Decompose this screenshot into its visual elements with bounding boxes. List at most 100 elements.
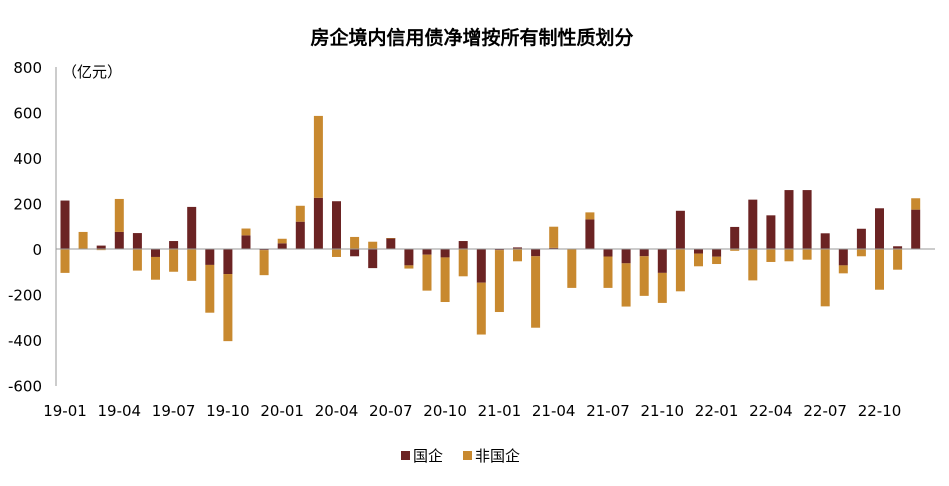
bar-non-soe-19-01 [60, 249, 70, 273]
y-tick-label: 800 [13, 59, 42, 77]
bar-soe-21-12 [694, 249, 703, 254]
bar-soe-20-02 [295, 221, 305, 249]
bar-soe-22-07 [820, 233, 830, 249]
bar-soe-22-10 [875, 208, 884, 249]
bar-non-soe-22-12 [911, 198, 921, 210]
x-tick-label: 22-10 [858, 402, 902, 420]
bar-soe-21-11 [675, 210, 685, 249]
y-tick-label: 400 [13, 150, 42, 168]
bar-non-soe-22-05 [784, 249, 794, 262]
bar-soe-19-09 [205, 249, 215, 265]
bar-soe-19-11 [241, 235, 251, 249]
bar-non-soe-19-08 [187, 249, 197, 281]
bar-soe-22-09 [856, 228, 866, 249]
bar-non-soe-22-04 [766, 249, 776, 262]
bar-non-soe-22-01 [712, 256, 722, 265]
y-tick-label: -400 [8, 332, 42, 350]
bar-non-soe-19-10 [223, 274, 233, 342]
bar-soe-21-10 [657, 249, 667, 273]
bar-soe-22-03 [748, 199, 758, 249]
bar-non-soe-19-06 [151, 256, 160, 280]
bar-non-soe-21-06 [585, 212, 595, 220]
bar-soe-22-05 [784, 190, 794, 249]
x-tick-label: 22-07 [803, 402, 847, 420]
bar-soe-21-09 [639, 249, 649, 257]
bar-soe-22-02 [730, 226, 740, 249]
bar-soe-19-12 [259, 249, 269, 251]
x-tick-label: 20-10 [423, 402, 467, 420]
bar-non-soe-19-04 [114, 198, 124, 232]
y-tick-label: -200 [8, 287, 42, 305]
x-tick-label: 21-01 [478, 402, 522, 420]
bar-soe-22-11 [893, 246, 903, 249]
bar-soe-20-09 [422, 249, 432, 255]
bar-soe-21-06 [585, 219, 595, 249]
legend-label-non-soe: 非国企 [475, 447, 520, 465]
bar-soe-20-07 [386, 238, 396, 249]
x-tick-label: 22-01 [695, 402, 739, 420]
bar-non-soe-22-11 [893, 249, 903, 270]
bar-soe-22-04 [766, 215, 776, 249]
bar-non-soe-19-11 [241, 228, 251, 236]
legend-label-soe: 国企 [413, 447, 443, 465]
bar-non-soe-19-03 [96, 249, 106, 251]
bar-soe-20-08 [404, 249, 414, 266]
bar-soe-21-02 [513, 247, 522, 249]
bar-non-soe-21-12 [694, 253, 703, 267]
bar-non-soe-21-08 [621, 263, 631, 307]
bar-soe-20-06 [368, 249, 378, 269]
bar-non-soe-22-08 [838, 265, 848, 274]
bar-non-soe-21-10 [657, 272, 667, 303]
bar-soe-20-11 [458, 241, 468, 249]
x-tick-label: 21-07 [586, 402, 630, 420]
bar-soe-19-03 [96, 245, 106, 249]
bar-non-soe-19-12 [259, 250, 269, 276]
y-tick-label: 0 [32, 241, 42, 259]
bar-non-soe-21-09 [639, 256, 649, 296]
bar-soe-21-03 [531, 249, 541, 257]
bar-non-soe-22-07 [820, 249, 830, 307]
x-tick-label: 20-04 [315, 402, 359, 420]
bar-soe-20-12 [476, 249, 486, 283]
bar-non-soe-21-05 [567, 249, 577, 288]
bar-non-soe-20-12 [476, 282, 486, 335]
bar-non-soe-20-11 [458, 249, 468, 277]
bar-soe-21-01 [494, 249, 504, 251]
bar-non-soe-20-05 [350, 236, 360, 249]
bar-non-soe-21-02 [513, 249, 522, 262]
bar-soe-22-06 [802, 190, 812, 249]
bar-soe-19-07 [169, 241, 179, 249]
bar-non-soe-20-10 [440, 257, 450, 303]
x-tick-label: 19-04 [98, 402, 142, 420]
bar-non-soe-20-02 [295, 205, 305, 222]
bar-non-soe-20-07 [386, 238, 396, 239]
y-tick-label: -600 [8, 378, 42, 396]
bar-non-soe-21-04 [549, 226, 559, 248]
x-tick-label: 19-01 [43, 402, 87, 420]
bar-soe-19-06 [151, 249, 160, 257]
bar-non-soe-21-07 [603, 256, 613, 288]
bar-non-soe-20-09 [422, 254, 432, 291]
bar-non-soe-20-04 [332, 249, 341, 257]
bar-non-soe-22-09 [856, 249, 866, 257]
y-tick-label: 200 [13, 196, 42, 214]
bar-soe-22-01 [712, 249, 722, 257]
bar-non-soe-22-03 [748, 249, 758, 281]
x-tick-label: 20-07 [369, 402, 413, 420]
legend-swatch-soe [401, 451, 410, 460]
bar-soe-20-10 [440, 249, 450, 258]
bar-non-soe-19-02 [78, 231, 88, 249]
bar-soe-21-08 [621, 249, 631, 264]
bar-soe-20-01 [277, 243, 287, 249]
bar-non-soe-19-07 [169, 249, 179, 272]
bar-non-soe-19-09 [205, 264, 215, 313]
legend-swatch-non-soe [463, 451, 472, 460]
bar-soe-22-12 [911, 209, 921, 249]
bar-soe-19-05 [132, 233, 142, 249]
x-tick-label: 21-04 [532, 402, 576, 420]
x-tick-label: 19-10 [206, 402, 250, 420]
bar-soe-20-03 [313, 197, 323, 249]
bar-soe-21-04 [549, 247, 559, 249]
y-tick-label: 600 [13, 105, 42, 123]
